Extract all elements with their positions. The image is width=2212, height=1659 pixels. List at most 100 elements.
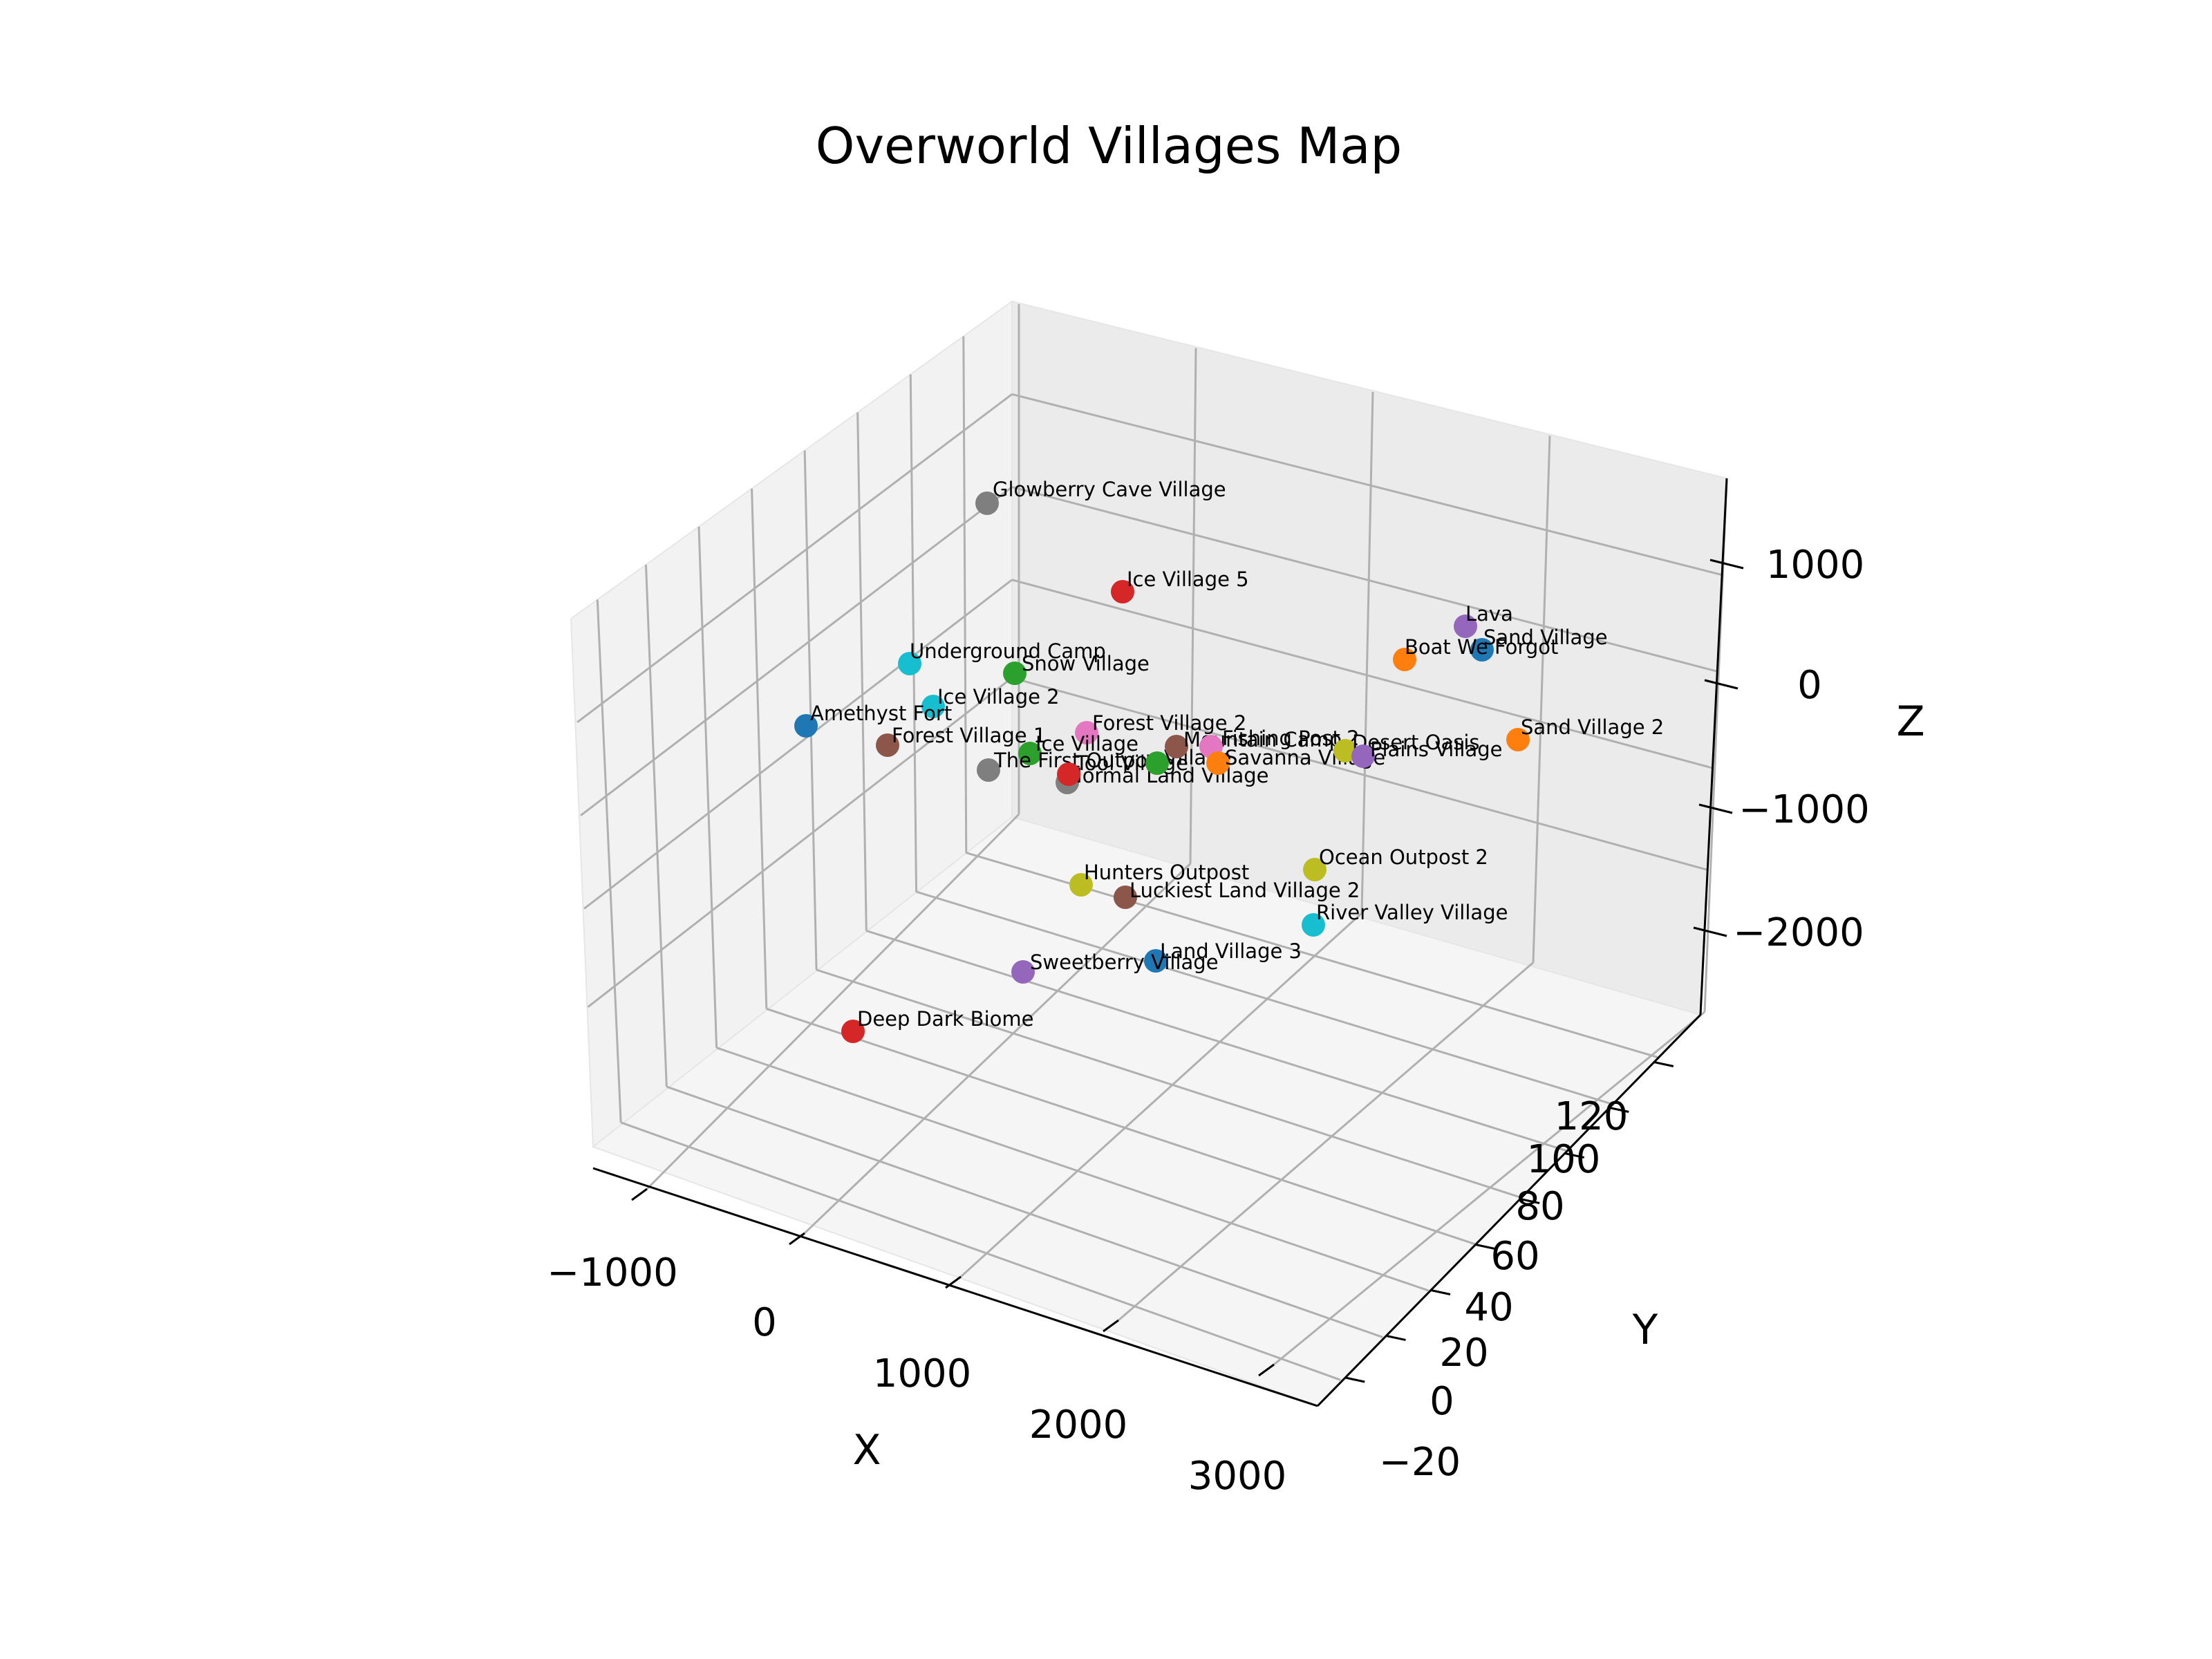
data-point [975, 491, 999, 515]
data-point [1454, 615, 1477, 638]
point-label: Snow Village [1022, 652, 1150, 675]
point-label: Forest Village 1 [892, 724, 1046, 747]
data-point [977, 758, 1000, 782]
x-tick-label: 2000 [1029, 1403, 1128, 1447]
y-axis-line [1316, 1013, 1702, 1407]
point-label: Ice Village [1035, 732, 1138, 756]
point-label: Forest Village 2 [1092, 711, 1246, 735]
side-grid-line [580, 486, 1013, 816]
x-tick-label: −1000 [547, 1250, 677, 1295]
y-tick-label: 120 [1555, 1094, 1629, 1139]
back-grid-line [1011, 393, 1723, 577]
side-grid-line [909, 374, 918, 892]
side-grid-line [856, 412, 868, 931]
z-tick-label: −1000 [1738, 787, 1869, 832]
data-point [1393, 648, 1416, 671]
y-tick-label: 100 [1527, 1137, 1601, 1182]
data-point [1333, 739, 1357, 762]
y-tick-label: 80 [1515, 1184, 1564, 1229]
floor-grid-line [865, 930, 1567, 1152]
back-grid-line [1011, 579, 1713, 769]
side-grid-line [697, 526, 718, 1048]
back-grid-line [1360, 391, 1374, 914]
z-tick-label: −2000 [1733, 910, 1864, 955]
pane-backgrounds [570, 300, 1728, 1407]
data-point [1165, 735, 1188, 758]
axis-lines [592, 478, 1728, 1407]
data-point [876, 733, 899, 757]
data-point [1145, 751, 1169, 775]
floor-grid-line [766, 1007, 1475, 1246]
floor-grid-line [666, 1085, 1383, 1338]
z-axis-label: Z [1896, 697, 1924, 746]
z-tick-mark [1698, 803, 1733, 814]
y-tick-label: 40 [1464, 1285, 1513, 1330]
side-grid-line [803, 450, 818, 970]
point-label: Hunters Outpost [1084, 861, 1249, 884]
data-point [1111, 580, 1134, 603]
data-point [1506, 728, 1530, 751]
point-label: Glowberry Cave Village [993, 478, 1226, 501]
y-tick-mark [1653, 1061, 1674, 1067]
data-point [898, 652, 921, 675]
z-tick-mark [1693, 926, 1727, 937]
x-tick-mark [1103, 1319, 1119, 1333]
side-grid-line [583, 579, 1013, 910]
x-tick-mark [1258, 1363, 1275, 1377]
x-tick-mark [789, 1232, 805, 1246]
data-point [1144, 949, 1168, 973]
y-tick-mark [1609, 1107, 1629, 1113]
point-label: Plains Village [1370, 738, 1502, 761]
z-tick-label: 0 [1797, 663, 1822, 708]
data-point [1302, 913, 1325, 937]
floor-grid-line [620, 1121, 1341, 1381]
x-tick-mark [945, 1275, 962, 1289]
x-axis-label: X [852, 1426, 881, 1474]
side-grid-line [644, 564, 668, 1087]
back-grid-line [1532, 435, 1551, 963]
y-tick-mark [1564, 1152, 1585, 1159]
y-axis-label: Y [1632, 1306, 1658, 1354]
y-tick-label: 60 [1490, 1234, 1539, 1279]
floor-grid-line [916, 890, 1613, 1105]
x-tick-label: 3000 [1188, 1454, 1287, 1499]
data-point [1351, 744, 1375, 768]
data-point [1057, 762, 1080, 786]
floor-grid-line [646, 813, 1020, 1190]
data-point [841, 1020, 865, 1043]
point-label: Ocean Outpost 2 [1319, 845, 1488, 869]
point-label: Amethyst Fort [810, 702, 952, 725]
chart-title: Overworld Villages Map [816, 117, 1402, 175]
point-label: Deep Dark Biome [857, 1007, 1033, 1031]
z-tick-label: 1000 [1766, 543, 1865, 588]
back-grid-line [1189, 348, 1197, 864]
y-tick-mark [1475, 1244, 1495, 1250]
point-label: Sand Village 2 [1521, 715, 1664, 739]
y-tick-label: −20 [1379, 1440, 1461, 1485]
z-axis-line [1699, 478, 1728, 1015]
data-point [1075, 721, 1098, 744]
floor-grid-line [803, 863, 1192, 1235]
side-grid-line [577, 393, 1013, 724]
point-label: Sweetberry Village [1030, 950, 1219, 974]
point-label: River Valley Village [1316, 901, 1508, 924]
point-label: Sand Village [1483, 626, 1608, 649]
x-tick-label: 1000 [873, 1351, 972, 1396]
y-tick-mark [1386, 1335, 1406, 1341]
data-point [921, 695, 945, 718]
x-tick-label: 0 [752, 1300, 777, 1345]
point-label: Land Village 3 [1160, 939, 1302, 963]
point-label: Lava [1465, 602, 1513, 626]
floor-grid-line [959, 912, 1363, 1278]
data-point [1206, 751, 1230, 775]
data-point [1003, 662, 1027, 685]
data-point [794, 714, 818, 738]
y-tick-label: 0 [1430, 1379, 1454, 1424]
data-point [1303, 858, 1327, 881]
point-label: Ice Village 2 [937, 685, 1060, 709]
point-label: Luckiest Land Village 2 [1130, 879, 1360, 902]
y-tick-mark [1430, 1289, 1451, 1295]
